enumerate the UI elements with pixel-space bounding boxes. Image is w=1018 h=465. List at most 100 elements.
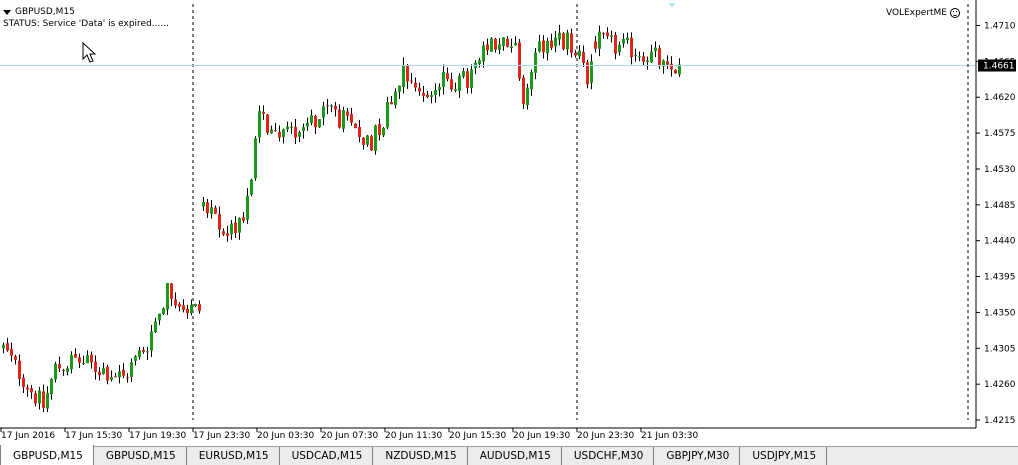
- candle-body: [638, 56, 641, 58]
- candle-body: [518, 42, 521, 79]
- candle-body: [50, 378, 53, 395]
- candle-body: [614, 34, 617, 54]
- candle-body: [46, 392, 49, 409]
- candle-body: [650, 51, 653, 63]
- candle-body: [526, 87, 529, 106]
- candle-body: [534, 52, 537, 73]
- candle-body: [254, 138, 257, 179]
- time-tick-label: 20 Jun 07:30: [321, 431, 378, 441]
- plot-area: [0, 0, 976, 428]
- mouse-pointer-icon: [82, 42, 96, 63]
- candle-body: [370, 136, 373, 151]
- price-tick-label: 1.4710: [984, 22, 1016, 32]
- candle-body: [230, 223, 233, 235]
- candle-body: [82, 363, 85, 365]
- candle-body: [306, 122, 309, 127]
- candle-body: [390, 102, 393, 105]
- candle-body: [538, 41, 541, 52]
- candle-body: [122, 369, 125, 376]
- time-tick-label: 20 Jun 15:30: [449, 431, 506, 441]
- time-tick-label: 17 Jun 2016: [1, 431, 55, 441]
- chart-tab[interactable]: GBPJPY,M30: [654, 447, 741, 465]
- price-tick-label: 1.4575: [984, 129, 1016, 139]
- candle-body: [354, 123, 357, 129]
- candle-body: [206, 202, 209, 214]
- chart-tab[interactable]: GBPUSD,M15: [0, 445, 94, 465]
- candle-body: [94, 361, 97, 372]
- candle-body: [402, 64, 405, 88]
- current-price-label: 1.4661: [983, 62, 1015, 72]
- chart-tab[interactable]: AUDUSD,M15: [468, 447, 562, 465]
- candle-body: [22, 377, 25, 388]
- candle-body: [302, 127, 305, 131]
- candle-body: [278, 131, 281, 138]
- candle-body: [58, 364, 61, 369]
- chart-tab[interactable]: USDCAD,M15: [280, 447, 374, 465]
- candle-body: [154, 321, 157, 333]
- price-tick-label: 1.4305: [984, 344, 1016, 354]
- candle-body: [366, 135, 369, 145]
- candle-body: [226, 233, 229, 236]
- time-tick-label: 17 Jun 19:30: [129, 431, 186, 441]
- candle-body: [186, 308, 189, 314]
- candle-body: [478, 59, 481, 64]
- chart-tab[interactable]: GBPUSD,M15: [94, 447, 187, 465]
- candle-body: [438, 86, 441, 90]
- candle-body: [582, 52, 585, 64]
- candle-body: [318, 119, 321, 128]
- chart-tab[interactable]: EURUSD,M15: [187, 447, 280, 465]
- candle-body: [70, 355, 73, 370]
- price-tick-label: 1.4530: [984, 165, 1016, 175]
- candle-body: [362, 137, 365, 145]
- candle-body: [670, 63, 673, 70]
- candle-body: [566, 32, 569, 50]
- time-tick-label: 21 Jun 03:30: [641, 431, 698, 441]
- candle-body: [590, 61, 593, 83]
- chart-tab[interactable]: USDJPY,M15: [740, 447, 828, 465]
- candle-body: [78, 357, 81, 363]
- candle-body: [6, 343, 9, 351]
- candle-body: [66, 368, 69, 373]
- candle-body: [282, 129, 285, 138]
- candle-body: [294, 126, 297, 138]
- candle-body: [14, 356, 17, 360]
- time-tick-label: 17 Jun 15:30: [65, 431, 122, 441]
- shift-marker-icon[interactable]: [668, 3, 676, 8]
- candle-body: [382, 128, 385, 136]
- price-tick-label: 1.4215: [984, 416, 1016, 426]
- price-chart[interactable]: 1.47101.46651.46201.45751.45301.44851.44…: [0, 0, 1018, 446]
- candle-body: [198, 304, 201, 311]
- chart-tab[interactable]: NZDUSD,M15: [373, 447, 468, 465]
- price-tick-label: 1.4440: [984, 237, 1016, 247]
- candle-body: [274, 130, 277, 132]
- candle-body: [222, 231, 225, 235]
- time-tick-label: 20 Jun 11:30: [385, 431, 442, 441]
- chart-tab[interactable]: USDCHF,M30: [562, 447, 655, 465]
- candle-body: [10, 349, 13, 356]
- expert-advisor[interactable]: VOLExpertME: [886, 8, 960, 18]
- candle-body: [118, 371, 121, 378]
- candle-body: [586, 62, 589, 85]
- candle-body: [234, 222, 237, 234]
- collapse-triangle-icon[interactable]: [3, 9, 11, 15]
- chart-tabs: GBPUSD,M15 GBPUSD,M15 EURUSD,M15 USDCAD,M15…: [0, 445, 1018, 465]
- candle-body: [658, 48, 661, 67]
- candle-body: [450, 79, 453, 90]
- candle-body: [334, 105, 337, 110]
- candle-body: [654, 47, 657, 52]
- candle-body: [158, 313, 161, 321]
- time-tick-label: 17 Jun 23:30: [193, 431, 250, 441]
- time-tick-label: 20 Jun 19:30: [513, 431, 570, 441]
- candle-body: [514, 43, 517, 46]
- candle-body: [174, 299, 177, 306]
- candle-body: [570, 33, 573, 53]
- candle-body: [114, 376, 117, 378]
- candle-body: [270, 129, 273, 134]
- candle-body: [642, 56, 645, 62]
- candle-body: [662, 60, 665, 67]
- candle-body: [246, 195, 249, 220]
- smiley-icon: [950, 8, 960, 18]
- candle-body: [394, 91, 397, 105]
- candle-body: [502, 37, 505, 46]
- candle-body: [454, 89, 457, 91]
